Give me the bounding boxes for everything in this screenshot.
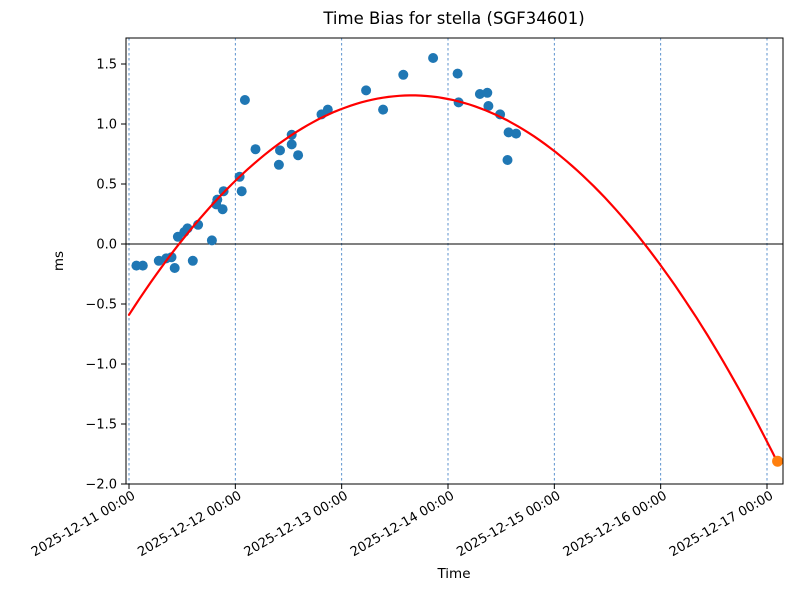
data-point <box>217 204 228 215</box>
x-tick-label: 2025-12-11 00:00 <box>29 488 138 560</box>
data-point <box>483 101 494 111</box>
data-point <box>428 53 439 63</box>
y-tick-label: −1.5 <box>85 418 117 433</box>
x-tick-label: 2025-12-13 00:00 <box>242 488 351 560</box>
data-point <box>273 159 284 170</box>
data-point <box>482 87 493 98</box>
y-tick-label: 1.0 <box>96 118 117 133</box>
y-tick-label: 0.5 <box>96 178 117 193</box>
chart-title: Time Bias for stella (SGF34601) <box>322 9 584 28</box>
x-axis-label: Time <box>436 566 470 582</box>
data-point <box>236 186 247 197</box>
plot-area <box>127 53 784 467</box>
data-point <box>474 89 485 99</box>
data-point <box>503 127 514 138</box>
x-tick-label: 2025-12-16 00:00 <box>561 488 670 560</box>
y-tick-label: −1.0 <box>85 358 117 373</box>
data-point <box>378 104 389 115</box>
y-tick-label: 1.5 <box>96 58 117 73</box>
plot-border <box>125 37 784 485</box>
latest-data-point <box>772 455 784 467</box>
data-point <box>361 85 372 96</box>
data-point <box>286 139 297 150</box>
data-point <box>275 145 285 156</box>
x-tick-label: 2025-12-12 00:00 <box>135 488 244 560</box>
data-point <box>452 68 463 79</box>
y-tick-label: −2.0 <box>85 478 117 493</box>
data-point <box>169 263 180 273</box>
data-point <box>187 255 198 266</box>
data-point <box>511 128 522 139</box>
y-tick-label: 0.0 <box>96 238 117 253</box>
data-point <box>293 150 304 161</box>
y-axis-label: ms <box>51 251 67 271</box>
data-point <box>322 104 333 115</box>
data-point <box>166 252 177 263</box>
data-point <box>239 95 250 105</box>
x-tick-label: 2025-12-15 00:00 <box>454 488 563 560</box>
gridlines <box>126 38 783 484</box>
fit-curve <box>127 94 779 464</box>
data-point <box>137 260 148 271</box>
y-tick-label: −0.5 <box>85 298 117 313</box>
data-point <box>398 69 409 80</box>
data-point <box>502 155 513 165</box>
x-tick-label: 2025-12-17 00:00 <box>667 488 776 560</box>
data-point <box>206 235 217 246</box>
x-tick-label: 2025-12-14 00:00 <box>348 488 457 560</box>
data-point <box>250 144 261 155</box>
